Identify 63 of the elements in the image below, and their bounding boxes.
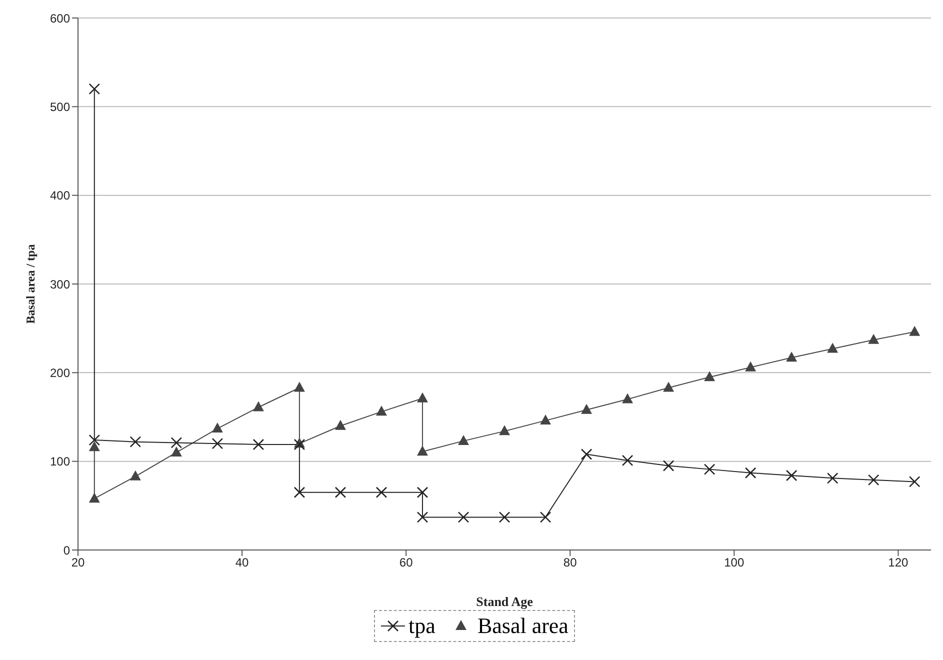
point: [745, 361, 756, 372]
point: [416, 486, 428, 498]
point: [744, 467, 756, 479]
point: [499, 425, 510, 436]
point: [622, 454, 634, 466]
point: [376, 406, 387, 416]
point: [88, 434, 100, 446]
y-tick-label: 0: [63, 543, 70, 558]
point: [212, 422, 223, 433]
point: [294, 486, 306, 498]
point: [212, 438, 224, 450]
point: [294, 382, 305, 392]
y-tick-label: 100: [50, 454, 70, 469]
point: [88, 492, 100, 503]
point: [580, 448, 592, 460]
point: [458, 512, 470, 523]
x-tick-label: 120: [888, 556, 909, 570]
point: [540, 414, 552, 425]
point: [868, 474, 880, 486]
y-tick-label: 400: [50, 188, 70, 203]
point: [252, 401, 264, 412]
point: [252, 438, 264, 450]
point: [170, 446, 182, 456]
point: [868, 334, 880, 344]
point: [786, 352, 798, 362]
point: [88, 441, 100, 452]
point: [826, 472, 838, 484]
point: [827, 342, 838, 353]
x-tick-label: 100: [724, 556, 744, 570]
point: [704, 464, 716, 475]
point: [581, 404, 592, 414]
point: [786, 470, 798, 482]
point: [704, 371, 716, 382]
point: [416, 392, 428, 402]
legend-label: tpa: [408, 613, 436, 639]
x-tick-label: 40: [235, 556, 250, 570]
x-tick-label: 20: [71, 556, 85, 570]
point: [663, 382, 674, 392]
point: [458, 434, 469, 445]
point: [416, 446, 428, 456]
y-tick-label: 300: [50, 277, 70, 292]
x-axis-title: Stand Age: [476, 594, 534, 609]
y-axis-title: Basal area / tpa: [23, 244, 38, 324]
point: [416, 512, 428, 523]
point: [130, 470, 141, 480]
point: [170, 437, 182, 448]
point: [909, 326, 920, 336]
y-tick-label: 200: [50, 366, 70, 380]
point: [662, 460, 674, 472]
point: [376, 486, 388, 498]
point: [334, 420, 346, 430]
point: [130, 436, 142, 448]
point: [622, 393, 634, 404]
legend-label: Basal area: [476, 613, 568, 639]
x-tick-label: 60: [399, 556, 414, 570]
point: [498, 512, 510, 523]
x-tick-label: 80: [563, 556, 578, 570]
point: [908, 476, 920, 488]
point: [294, 438, 306, 450]
point: [540, 512, 552, 523]
y-tick-label: 500: [50, 100, 70, 114]
y-tick-label: 600: [50, 11, 70, 26]
point: [334, 486, 346, 498]
